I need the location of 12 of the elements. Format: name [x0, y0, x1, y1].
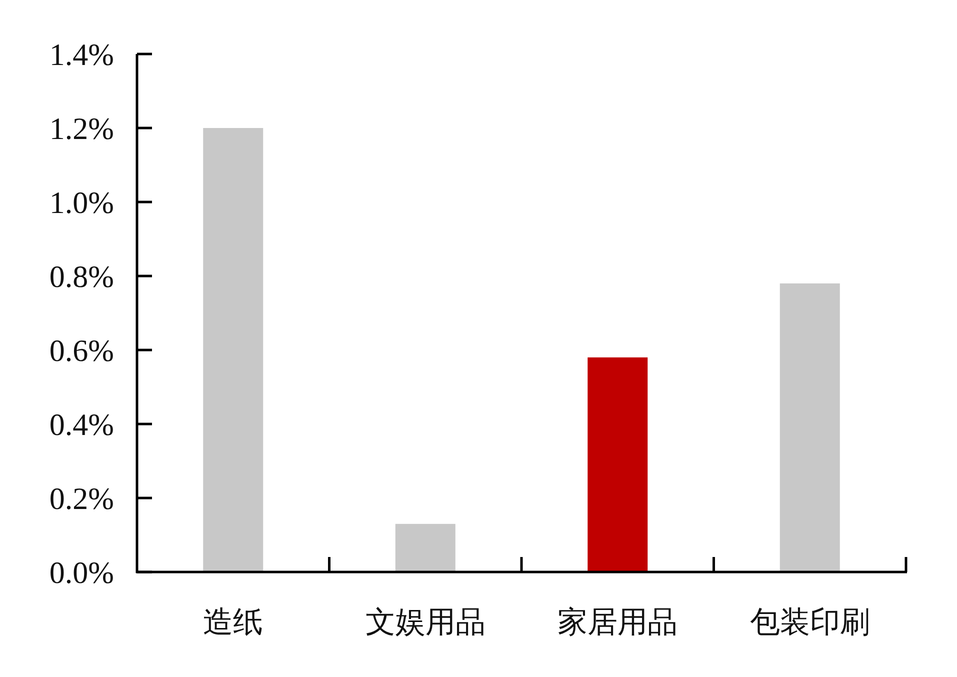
- y-tick-label: 1.4%: [49, 37, 114, 72]
- x-tick-label: 家居用品: [558, 606, 678, 639]
- y-tick-label: 0.8%: [49, 259, 114, 294]
- x-tick-label: 包装印刷: [750, 606, 870, 639]
- x-tick-label: 造纸: [203, 606, 264, 639]
- y-tick-label: 0.0%: [49, 555, 114, 590]
- y-tick-label: 1.2%: [49, 111, 114, 146]
- y-tick-label: 0.6%: [49, 333, 114, 368]
- y-tick-label: 1.0%: [49, 185, 114, 220]
- y-tick-label: 0.2%: [49, 481, 114, 516]
- x-tick-label: 文娱用品: [365, 606, 486, 639]
- y-tick-label: 0.4%: [49, 407, 114, 442]
